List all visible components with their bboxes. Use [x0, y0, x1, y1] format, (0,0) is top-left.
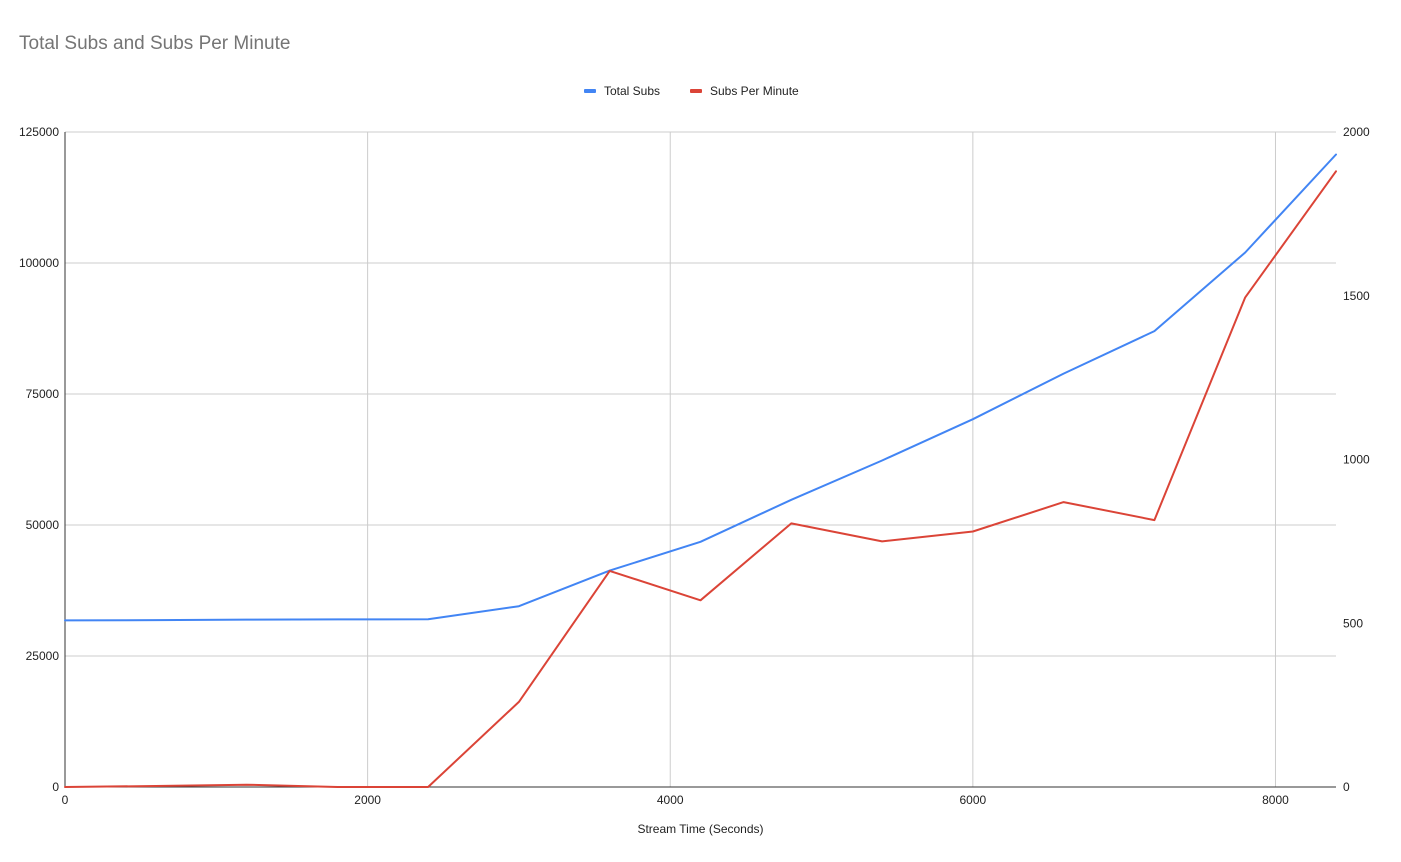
x-axis-label: Stream Time (Seconds): [637, 822, 763, 836]
y-tick-label: 0: [52, 780, 59, 794]
y2-tick-label: 0: [1343, 780, 1350, 794]
series-line-total-subs: [64, 153, 1337, 622]
legend-label-total-subs: Total Subs: [604, 84, 660, 98]
legend-swatch-total-subs: [584, 89, 596, 93]
x-tick-label: 6000: [960, 793, 987, 807]
y-tick-label: 25000: [26, 649, 60, 663]
legend-swatch-subs-per-minute: [690, 89, 702, 93]
x-tick-label: 4000: [657, 793, 684, 807]
x-tick-label: 2000: [354, 793, 381, 807]
legend-label-subs-per-minute: Subs Per Minute: [710, 84, 799, 98]
y2-tick-label: 1500: [1343, 289, 1370, 303]
y-tick-label: 125000: [19, 125, 59, 139]
x-tick-label: 8000: [1262, 793, 1289, 807]
series-line-subs-per-minute: [64, 170, 1337, 788]
x-tick-label: 0: [62, 793, 69, 807]
chart-title: Total Subs and Subs Per Minute: [19, 33, 291, 54]
y-tick-label: 75000: [26, 387, 60, 401]
y2-tick-label: 1000: [1343, 453, 1370, 467]
y-tick-label: 50000: [26, 518, 60, 532]
y2-tick-label: 500: [1343, 616, 1363, 630]
y2-tick-label: 2000: [1343, 125, 1370, 139]
y-tick-label: 100000: [19, 256, 59, 270]
